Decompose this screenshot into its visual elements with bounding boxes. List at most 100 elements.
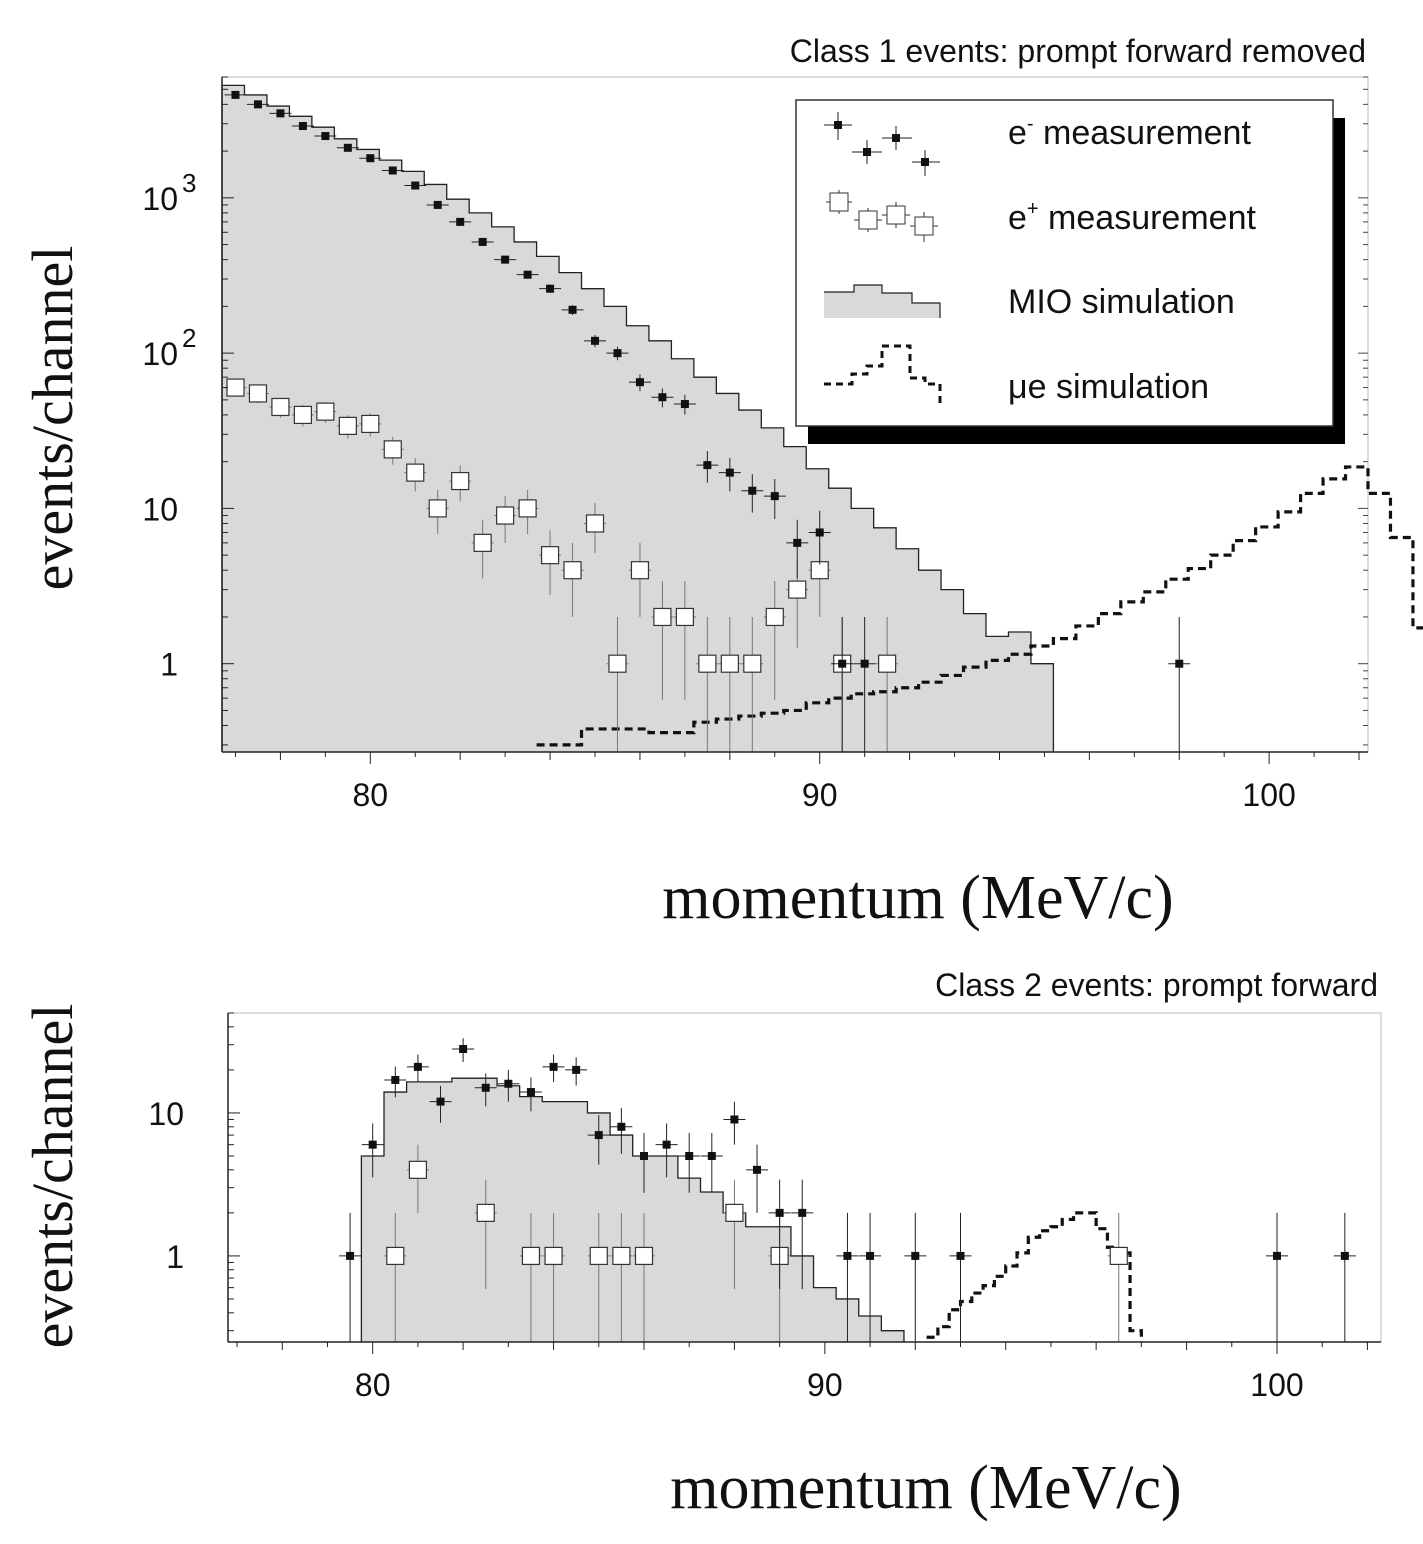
eminus-point	[680, 400, 689, 409]
eplus-point	[612, 1246, 631, 1266]
bottom-panel: Class 2 events: prompt forward 80 90 100 1…	[20, 967, 1382, 1522]
eminus-point	[860, 659, 869, 668]
eplus-point	[271, 397, 290, 417]
legend-eminus-swatch	[824, 112, 940, 176]
x-tick-label: 90	[807, 1367, 843, 1403]
mio-fill	[361, 1078, 904, 1342]
eminus-point	[368, 1140, 377, 1149]
eplus-point	[518, 499, 537, 518]
bottom-panel-title: Class 2 events: prompt forward	[935, 967, 1378, 1003]
eplus-point	[361, 414, 380, 434]
top-panel: Class 1 events: prompt forward removed 8…	[20, 33, 1423, 932]
eplus-point	[765, 607, 784, 627]
eplus-point	[653, 607, 672, 627]
eminus-point	[481, 1083, 490, 1092]
eminus-point	[685, 1151, 694, 1160]
legend-box	[795, 99, 1334, 427]
eminus-point	[276, 109, 285, 118]
eplus-point	[1109, 1246, 1128, 1266]
eminus-point	[775, 1208, 784, 1217]
eplus-point	[608, 654, 627, 673]
eplus-point	[408, 1160, 428, 1179]
eplus-point	[316, 402, 335, 421]
eminus-point	[1175, 659, 1184, 668]
eminus-point	[838, 659, 847, 668]
eplus-point	[406, 463, 425, 482]
eminus-point	[346, 1251, 355, 1260]
eplus-point	[540, 546, 560, 565]
y-tick-label: 10	[142, 491, 178, 527]
legend-eminus-label: e- measurement	[1008, 113, 1251, 152]
eminus-point	[298, 122, 307, 131]
eminus-point	[478, 237, 487, 246]
eminus-point	[568, 305, 577, 314]
legend: e- measurement e+ measurement MIO simula…	[795, 99, 1345, 444]
eminus-point	[436, 1097, 445, 1106]
legend-eplus-label: e+ measurement	[1008, 198, 1256, 237]
x-tick-label: 80	[353, 777, 389, 813]
x-tick-label: 90	[802, 777, 838, 813]
eplus-point	[248, 384, 268, 403]
y-tick-label: 10	[148, 1096, 184, 1132]
eminus-point	[388, 166, 397, 175]
top-mio-histogram	[221, 84, 1055, 752]
eminus-point	[798, 1208, 807, 1217]
bottom-y-ticks: 1 10	[148, 1012, 240, 1332]
eminus-point	[725, 468, 734, 477]
eplus-point	[630, 561, 650, 580]
top-y-axis-label: events/channel	[20, 246, 85, 591]
eminus-point	[411, 181, 420, 190]
top-x-ticks: 80 90 100	[234, 752, 1360, 813]
eplus-point	[451, 471, 470, 491]
eminus-point	[1273, 1251, 1282, 1260]
eplus-point	[725, 1203, 744, 1222]
eminus-point	[658, 393, 667, 402]
eminus-point	[594, 1131, 603, 1140]
legend-mue-label: μe simulation	[1008, 368, 1209, 406]
x-tick-label: 80	[355, 1367, 391, 1403]
eminus-point	[523, 270, 532, 279]
eminus-point	[770, 492, 779, 501]
eplus-point	[544, 1246, 563, 1266]
eplus-point	[589, 1246, 608, 1266]
eminus-point	[662, 1140, 671, 1149]
eminus-point	[866, 1251, 875, 1260]
bottom-mue-histogram	[926, 1211, 1143, 1342]
eminus-point	[639, 1151, 648, 1160]
eminus-point	[456, 217, 465, 226]
eminus-point	[253, 100, 262, 109]
eminus-point	[613, 349, 622, 358]
legend-mio-label: MIO simulation	[1008, 283, 1235, 321]
bottom-x-axis-label: momentum (MeV/c)	[670, 1454, 1181, 1522]
eminus-point	[1340, 1251, 1349, 1260]
eminus-point	[635, 378, 644, 387]
bottom-mio-histogram	[360, 1077, 905, 1342]
mio-outline	[221, 84, 1055, 752]
eminus-point	[703, 461, 712, 470]
eplus-point	[788, 580, 807, 599]
eplus-point	[386, 1246, 405, 1266]
eminus-point	[956, 1251, 965, 1260]
eminus-point	[730, 1115, 739, 1124]
eminus-point	[549, 1062, 558, 1071]
eminus-point	[815, 528, 824, 537]
y-tick-label: 1	[166, 1239, 184, 1275]
eminus-point	[526, 1088, 535, 1097]
eplus-point	[634, 1246, 654, 1266]
eminus-point	[366, 154, 375, 163]
eminus-point	[343, 143, 352, 152]
eminus-point	[504, 1079, 513, 1088]
eminus-point	[753, 1165, 762, 1174]
bottom-y-axis-label: events/channel	[20, 1004, 85, 1349]
eplus-point	[428, 499, 447, 518]
eplus-point	[473, 533, 492, 552]
eminus-point	[572, 1065, 581, 1074]
eminus-point	[707, 1151, 716, 1160]
eminus-point	[231, 90, 240, 99]
bottom-eminus-points	[339, 1038, 1356, 1342]
eplus-point	[383, 440, 402, 459]
eminus-point	[617, 1122, 626, 1131]
x-tick-label: 100	[1242, 777, 1295, 813]
eplus-point	[293, 405, 312, 425]
x-tick-label: 100	[1250, 1367, 1303, 1403]
